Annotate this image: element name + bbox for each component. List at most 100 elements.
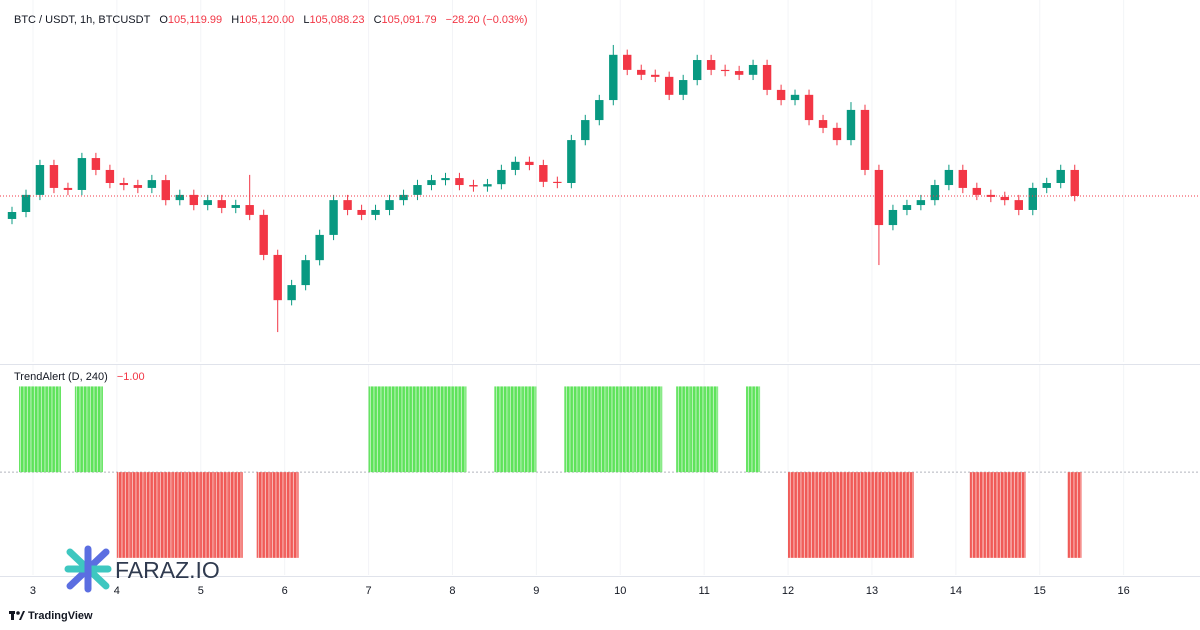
candle-body xyxy=(77,158,87,190)
candle-body xyxy=(483,184,492,187)
candle-body xyxy=(692,60,702,81)
candle-body xyxy=(944,169,954,186)
candle-body xyxy=(7,212,17,219)
indicator-bar xyxy=(899,472,914,558)
indicator-bar xyxy=(214,472,229,558)
candle-body xyxy=(623,54,632,70)
x-tick-label: 5 xyxy=(198,585,204,597)
candle-body xyxy=(357,209,366,215)
candle-body xyxy=(1042,183,1051,188)
x-tick-label: 13 xyxy=(866,585,878,597)
candle-body xyxy=(469,185,478,187)
candle-body xyxy=(916,200,926,206)
watermark-text: FARAZ.IO xyxy=(115,557,220,583)
candle-body xyxy=(553,181,562,184)
candle-body xyxy=(874,169,884,226)
candle-body xyxy=(678,80,688,95)
indicator-bar xyxy=(256,472,271,558)
x-tick-label: 12 xyxy=(782,585,794,597)
symbol-header: BTC / USDT, 1h, BTCUSDT O105,119.99 H105… xyxy=(14,14,528,26)
indicator-bar xyxy=(158,472,173,558)
indicator-bar xyxy=(829,472,844,558)
candle-body xyxy=(902,205,912,210)
indicator-bar xyxy=(871,472,886,558)
candle-body xyxy=(930,185,940,201)
indicator-bar xyxy=(186,472,201,558)
candle-body xyxy=(958,169,968,188)
ohlc-open: 105,119.99 xyxy=(167,14,223,26)
candle-body xyxy=(511,161,520,170)
candle-body xyxy=(63,187,73,190)
candle-body xyxy=(301,260,310,286)
indicator-bar xyxy=(1067,472,1082,558)
indicator-bar xyxy=(130,472,145,558)
candle-body xyxy=(539,165,548,182)
x-tick-label: 6 xyxy=(282,585,288,597)
candle-body xyxy=(259,214,268,255)
indicator-title: TrendAlert (D, 240) xyxy=(14,371,108,383)
indicator-bar xyxy=(228,472,243,558)
ohlc-low: 105,088.23 xyxy=(309,14,365,26)
candle-body xyxy=(119,183,129,186)
candle-body xyxy=(1000,196,1009,201)
indicator-bar xyxy=(969,472,984,558)
indicator-bar xyxy=(368,386,383,473)
candle-body xyxy=(818,120,828,128)
candle-body xyxy=(790,94,800,101)
price-change: −28.20 (−0.03%) xyxy=(445,14,528,26)
indicator-bar xyxy=(116,472,131,558)
x-tick-label: 10 xyxy=(614,585,626,597)
ohlc-open-label: O xyxy=(159,14,168,26)
candle-body xyxy=(287,285,296,301)
candle-body xyxy=(427,180,436,186)
candle-body xyxy=(147,180,157,188)
candle-body xyxy=(497,169,506,185)
x-tick-label: 9 xyxy=(533,585,539,597)
candle-body xyxy=(846,109,856,141)
x-tick-label: 4 xyxy=(114,585,120,597)
indicator-value: −1.00 xyxy=(116,371,145,383)
indicator-bar xyxy=(704,386,719,473)
watermark-logo xyxy=(64,545,112,593)
candle-body xyxy=(189,194,199,206)
candle-body xyxy=(161,180,170,201)
indicator-bar xyxy=(983,472,998,558)
candle-body xyxy=(651,74,660,77)
candle-body xyxy=(217,200,226,208)
candle-body xyxy=(399,194,408,201)
ohlc-high: 105,120.00 xyxy=(239,14,295,26)
candle-body xyxy=(567,140,576,184)
indicator-bar xyxy=(508,386,523,473)
candle-body xyxy=(35,165,45,195)
indicator-bar xyxy=(32,386,47,473)
ohlc-close: 105,091.79 xyxy=(381,14,437,26)
candle-body xyxy=(637,69,646,75)
x-tick-label: 14 xyxy=(950,585,962,597)
indicator-bar xyxy=(74,386,89,473)
indicator-bar xyxy=(857,472,872,558)
candle-body xyxy=(581,120,590,141)
ohlc-high-label: H xyxy=(231,14,240,26)
ohlc-close-label: C xyxy=(373,14,382,26)
indicator-bar xyxy=(438,386,453,473)
candle-body xyxy=(203,200,212,206)
indicator-bar xyxy=(997,472,1012,558)
indicator-header: TrendAlert (D, 240) −1.00 xyxy=(14,371,145,383)
indicator-bar xyxy=(1011,472,1026,558)
candle-body xyxy=(49,165,59,188)
indicator-bar xyxy=(200,472,215,558)
candle-body xyxy=(329,200,338,235)
indicator-bar xyxy=(816,472,831,558)
indicator-bar xyxy=(46,386,61,473)
candle-body xyxy=(1070,169,1079,196)
indicator-bar xyxy=(885,472,900,558)
indicator-bar xyxy=(494,386,509,473)
candle-body xyxy=(91,158,101,170)
candle-body xyxy=(748,64,758,75)
indicator-bar xyxy=(88,386,103,473)
x-tick-label: 16 xyxy=(1118,585,1130,597)
indicator-bar xyxy=(578,386,593,473)
indicator-bar xyxy=(522,386,537,473)
indicator-bar xyxy=(690,386,705,473)
